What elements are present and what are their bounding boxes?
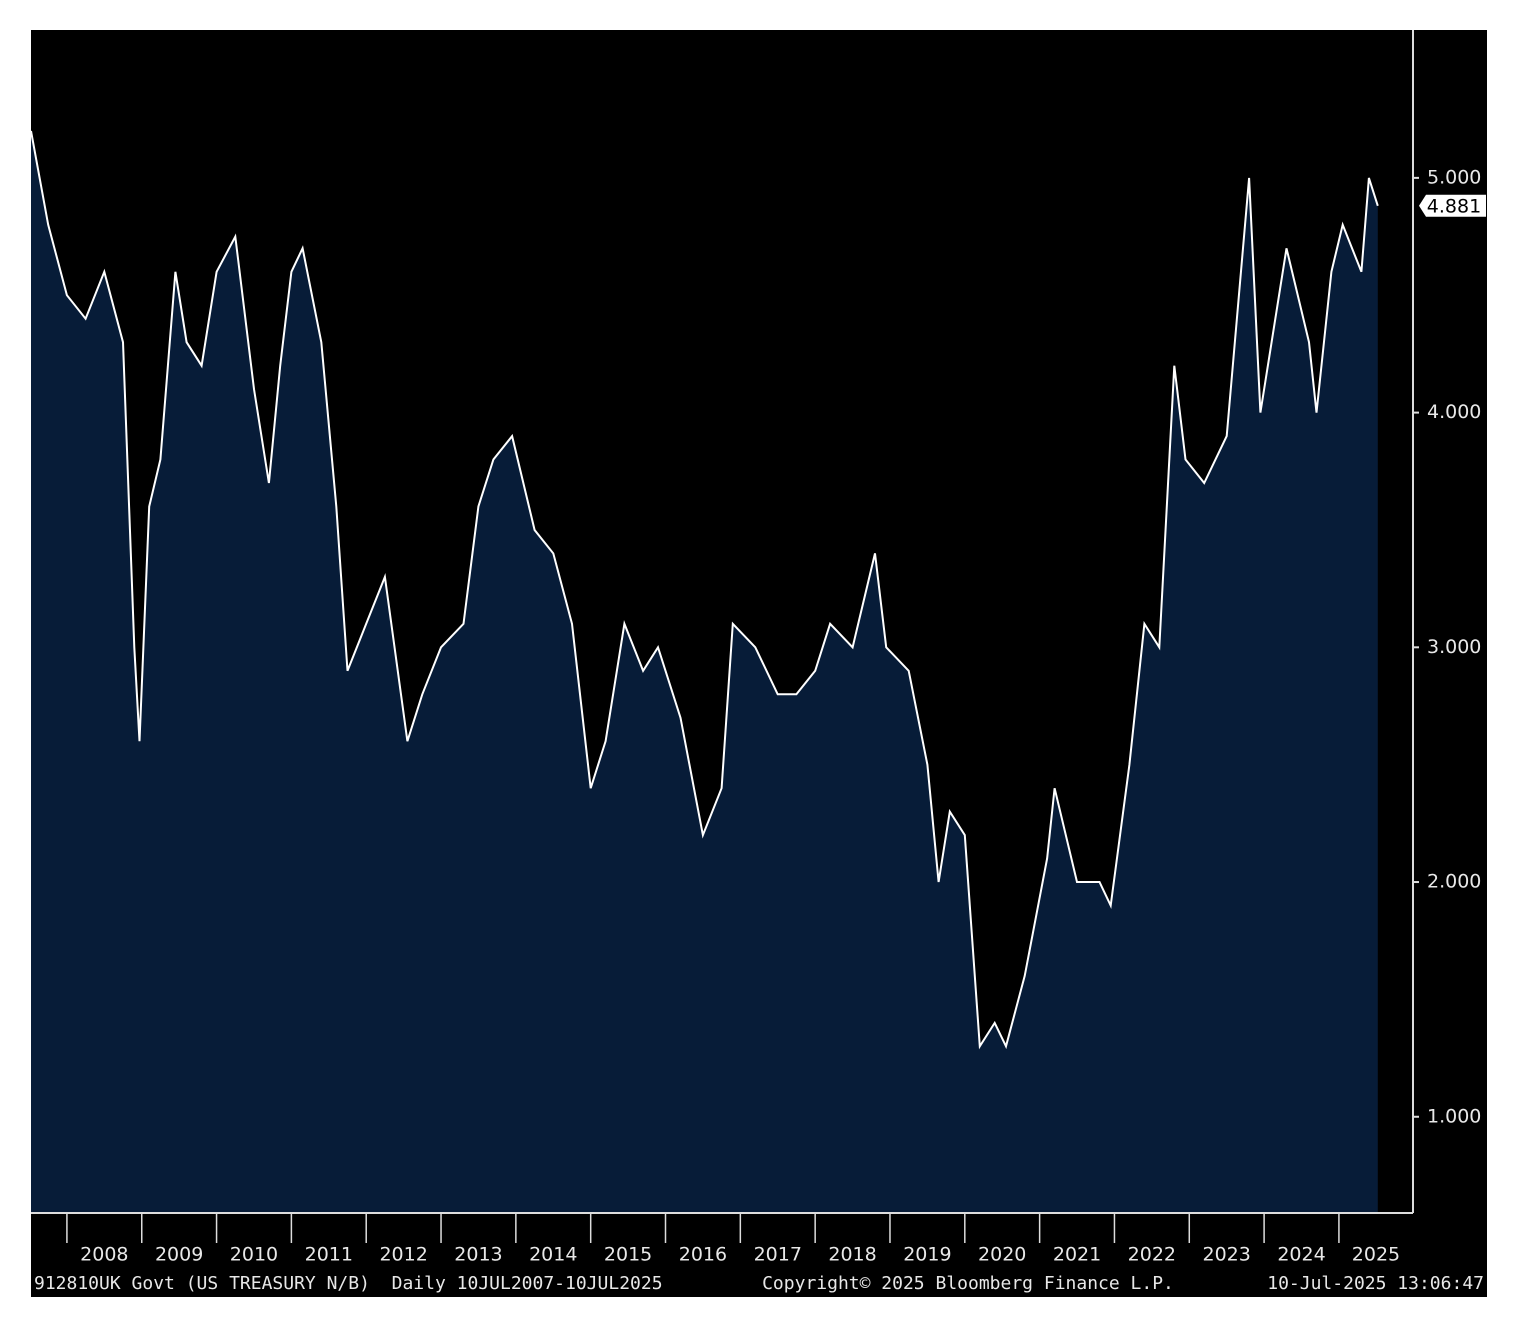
x-tick-label: 2011 xyxy=(305,1244,353,1266)
last-value-label: 4.881 xyxy=(1427,195,1481,217)
footer-center: Copyright© 2025 Bloomberg Finance L.P. xyxy=(762,1273,1174,1294)
x-tick-label: 2025 xyxy=(1352,1244,1400,1266)
x-tick-label: 2019 xyxy=(903,1244,951,1266)
x-tick-label: 2021 xyxy=(1053,1244,1101,1266)
y-tick-label: 4.000 xyxy=(1427,401,1481,423)
x-tick-label: 2017 xyxy=(754,1244,802,1266)
x-tick-label: 2012 xyxy=(379,1244,427,1266)
area-fill xyxy=(31,130,1378,1213)
x-tick-label: 2013 xyxy=(454,1244,502,1266)
x-tick-label: 2018 xyxy=(828,1244,876,1266)
x-tick-label: 2014 xyxy=(529,1244,577,1266)
x-tick-label: 2015 xyxy=(604,1244,652,1266)
x-tick-label: 2009 xyxy=(155,1244,203,1266)
y-tick-label: 2.000 xyxy=(1427,871,1481,893)
line xyxy=(30,130,1379,1050)
y-tick-label: 3.000 xyxy=(1427,636,1481,658)
x-tick-label: 2022 xyxy=(1128,1244,1176,1266)
x-tick-label: 2020 xyxy=(978,1244,1026,1266)
x-tick-label: 2008 xyxy=(80,1244,128,1266)
x-tick-label: 2024 xyxy=(1277,1244,1325,1266)
y-tick-label: 5.000 xyxy=(1427,166,1481,188)
y-tick-label: 1.000 xyxy=(1427,1105,1481,1127)
x-tick-label: 2023 xyxy=(1203,1244,1251,1266)
last-value-tag xyxy=(1419,194,1486,217)
footer-left: 912810UK Govt (US TREASURY N/B) Daily 10… xyxy=(34,1273,663,1294)
footer-right: 10-Jul-2025 13:06:47 xyxy=(1267,1273,1484,1294)
x-tick-label: 2016 xyxy=(679,1244,727,1266)
x-tick-label: 2010 xyxy=(230,1244,278,1266)
